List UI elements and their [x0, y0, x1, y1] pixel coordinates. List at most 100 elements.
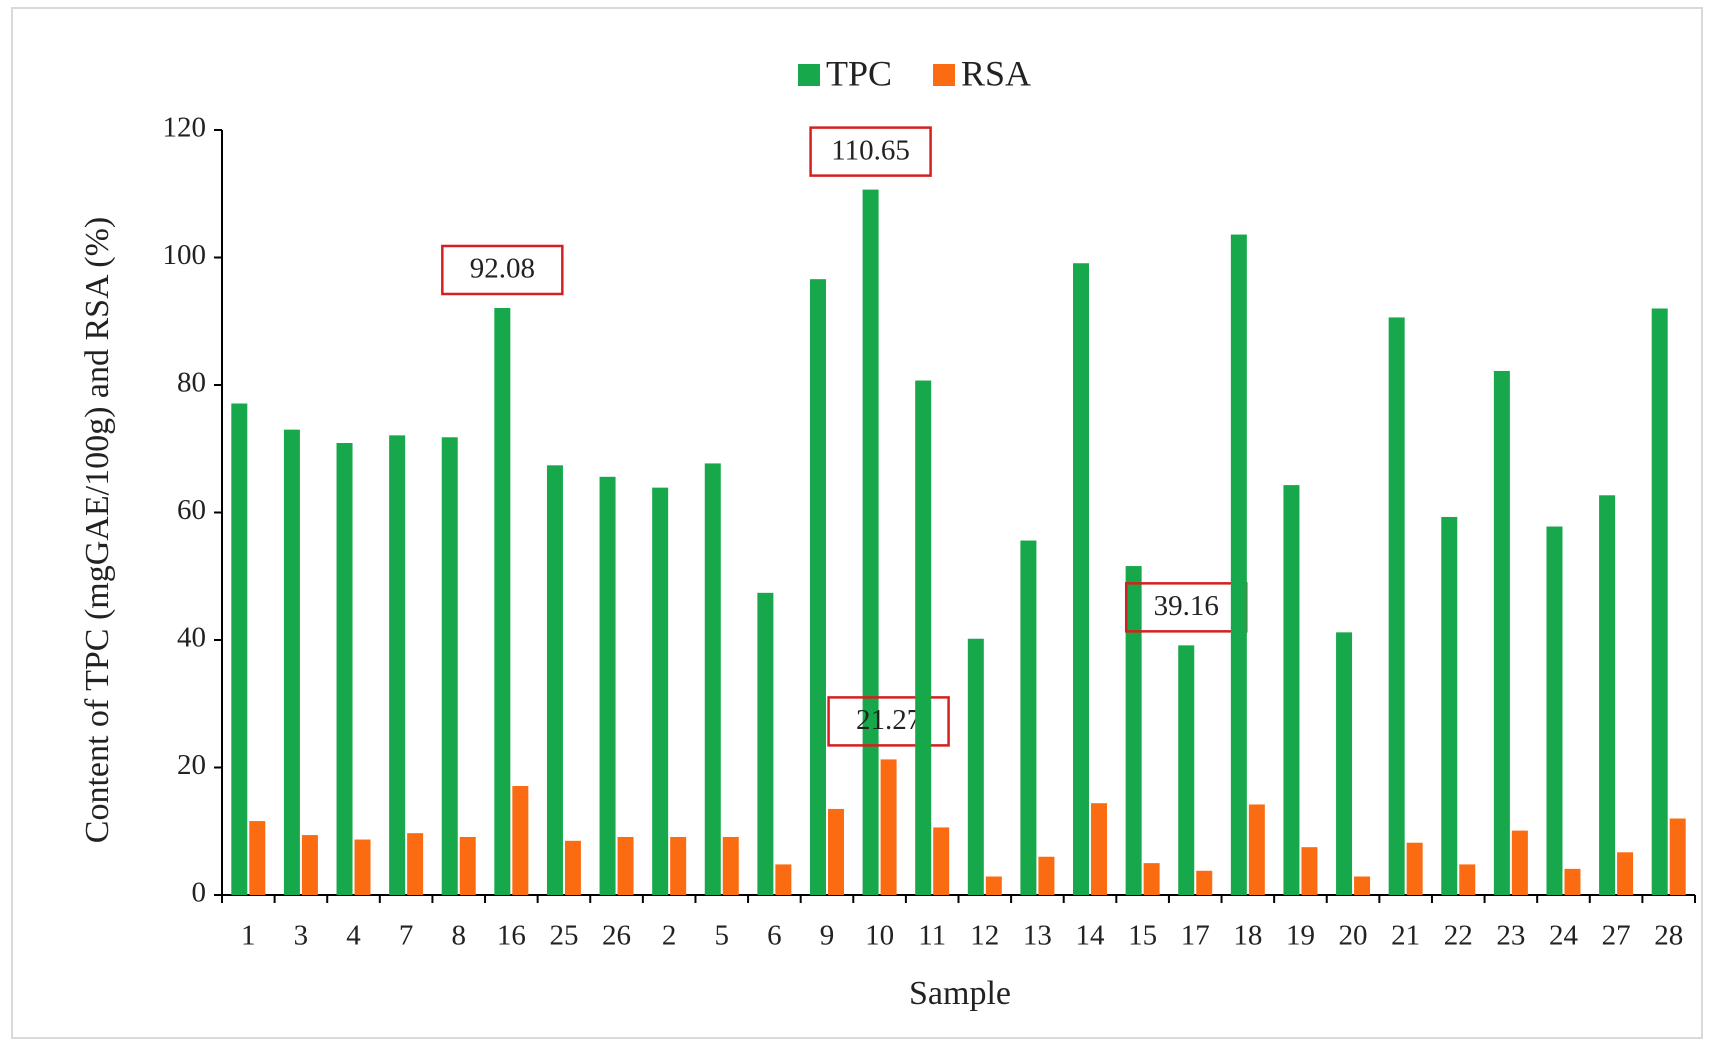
- value-label-box: [827, 696, 950, 747]
- x-tick-label: 3: [294, 920, 309, 952]
- value-label: 39.16: [1154, 590, 1219, 622]
- bar: [1354, 876, 1371, 895]
- bar: [1546, 526, 1563, 895]
- bar: [1459, 864, 1476, 895]
- x-tick-label: 13: [1023, 920, 1052, 952]
- bar: [407, 833, 424, 895]
- bar: [1230, 234, 1247, 896]
- bar: [1196, 870, 1213, 895]
- y-tick-label: 40: [177, 622, 206, 654]
- legend-label: TPC: [826, 53, 892, 93]
- y-axis-title: Content of TPC (mgGAE/100g) and RSA (%): [79, 217, 116, 843]
- legend-swatch: [798, 64, 820, 86]
- bar: [459, 836, 476, 895]
- bar: [1599, 495, 1616, 895]
- bar: [1406, 842, 1423, 895]
- bar: [652, 487, 669, 895]
- legend-label: RSA: [961, 53, 1031, 93]
- x-tick-label: 5: [715, 920, 730, 952]
- x-tick-label: 1: [241, 920, 256, 952]
- bar: [354, 839, 371, 895]
- y-tick-label: 0: [192, 877, 207, 909]
- bar: [564, 840, 581, 895]
- x-tick-label: 6: [767, 920, 782, 952]
- value-label: 110.65: [831, 134, 910, 166]
- y-tick-label: 120: [163, 112, 207, 144]
- x-tick-label: 21: [1391, 920, 1420, 952]
- bar: [722, 836, 739, 895]
- y-tick-label: 20: [177, 749, 206, 781]
- bar: [1336, 632, 1353, 895]
- bar: [1038, 856, 1055, 895]
- x-tick-label: 11: [918, 920, 946, 952]
- bar: [1493, 370, 1510, 896]
- bar: [301, 835, 318, 895]
- x-tick-label: 4: [346, 920, 361, 952]
- x-tick-label: 19: [1286, 920, 1315, 952]
- bar: [441, 437, 458, 895]
- bar: [1617, 852, 1634, 895]
- bar: [915, 380, 932, 896]
- value-label-box: [441, 244, 564, 296]
- bar: [1283, 485, 1300, 895]
- bar: [1091, 803, 1108, 895]
- bar: [862, 189, 879, 895]
- value-label: 21.27: [856, 704, 921, 736]
- bar: [494, 307, 511, 895]
- bar: [880, 759, 897, 895]
- x-tick-label: 17: [1181, 920, 1210, 952]
- x-tick-label: 20: [1339, 920, 1368, 952]
- x-tick-label: 27: [1602, 920, 1631, 952]
- x-tick-label: 9: [820, 920, 835, 952]
- x-axis-title: Sample: [909, 975, 1011, 1012]
- value-label: 92.08: [470, 253, 535, 285]
- bar: [1651, 308, 1668, 895]
- bar: [775, 864, 792, 895]
- bar: [1564, 868, 1581, 895]
- x-tick-label: 14: [1076, 920, 1106, 952]
- y-tick-label: 60: [177, 494, 206, 526]
- bar: [1301, 847, 1318, 895]
- bar: [933, 827, 950, 895]
- bar: [985, 876, 1002, 895]
- bar: [1125, 566, 1142, 895]
- bar: [1073, 263, 1090, 895]
- bar: [389, 435, 406, 895]
- x-tick-label: 26: [602, 920, 631, 952]
- bar: [1669, 818, 1686, 895]
- bar: [1441, 516, 1458, 895]
- x-tick-label: 12: [970, 920, 999, 952]
- bar: [757, 592, 774, 895]
- bar: [512, 785, 529, 895]
- bar: [827, 808, 844, 895]
- x-tick-label: 8: [451, 920, 466, 952]
- bar: [1143, 863, 1160, 895]
- bar: [704, 463, 721, 895]
- bar: [1020, 540, 1037, 895]
- bar: [967, 638, 984, 895]
- bar: [1511, 830, 1528, 895]
- bar: [670, 836, 687, 895]
- x-tick-label: 15: [1128, 920, 1157, 952]
- bar: [231, 403, 248, 895]
- bar: [599, 476, 616, 895]
- bar: [283, 429, 300, 895]
- x-tick-label: 25: [549, 920, 578, 952]
- bar: [1248, 804, 1265, 895]
- x-tick-label: 18: [1233, 920, 1262, 952]
- bar: [1388, 317, 1405, 895]
- x-tick-label: 7: [399, 920, 414, 952]
- x-tick-label: 10: [865, 920, 894, 952]
- x-tick-label: 23: [1496, 920, 1525, 952]
- x-tick-label: 16: [497, 920, 526, 952]
- y-tick-label: 100: [163, 239, 207, 271]
- bar: [546, 465, 563, 895]
- bar: [809, 279, 826, 895]
- value-label-box: [809, 126, 932, 177]
- bar: [1178, 645, 1195, 895]
- x-tick-label: 22: [1444, 920, 1473, 952]
- x-tick-label: 24: [1549, 920, 1579, 952]
- bar: [617, 836, 634, 895]
